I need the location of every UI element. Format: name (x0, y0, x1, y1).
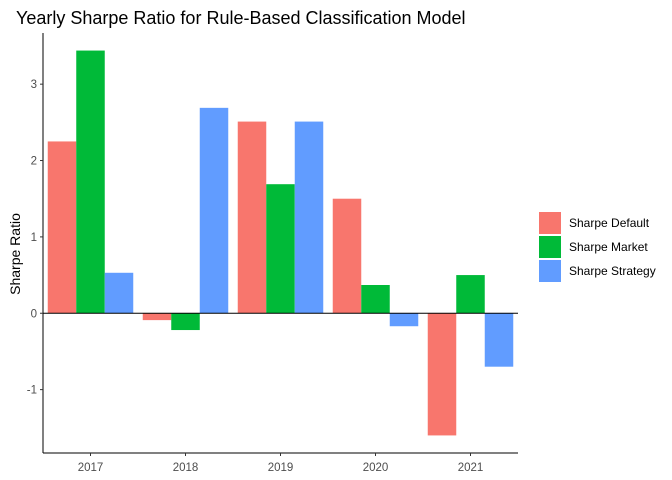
bar-sharpe-market-2021 (456, 275, 485, 314)
x-ticks-group: 2017 2018 2019 2020 2021 (78, 453, 484, 474)
bar-sharpe-market-2020 (361, 285, 390, 314)
bar-sharpe-strategy-2021 (484, 313, 514, 367)
y-tick-label: -1 (27, 385, 37, 397)
y-axis-label: Sharpe Ratio (7, 213, 23, 295)
y-tick-label: 1 (31, 232, 37, 244)
bar-sharpe-default-2019 (237, 121, 267, 314)
bar-sharpe-strategy-2020 (389, 313, 419, 327)
bar-sharpe-default-2021 (427, 313, 457, 436)
legend-swatch (539, 212, 561, 234)
x-tick-label: 2019 (268, 462, 294, 474)
y-ticks-group: -1 0 1 2 3 (27, 79, 43, 397)
bar-sharpe-default-2018 (142, 313, 172, 321)
bar-sharpe-default-2020 (332, 198, 362, 314)
bar-sharpe-strategy-2018 (199, 107, 229, 314)
x-tick-label: 2017 (78, 462, 104, 474)
x-tick-label: 2020 (363, 462, 389, 474)
x-tick-label: 2021 (458, 462, 484, 474)
bar-sharpe-strategy-2017 (104, 272, 134, 314)
legend-swatch (539, 236, 561, 258)
x-tick-label: 2018 (173, 462, 199, 474)
legend-label: Sharpe Strategy (569, 264, 656, 278)
legend-label: Sharpe Market (569, 240, 648, 254)
y-tick-label: 3 (31, 79, 37, 91)
bar-sharpe-market-2017 (76, 50, 105, 314)
legend: Sharpe Default Sharpe Market Sharpe Strate… (539, 212, 656, 282)
legend-label: Sharpe Default (569, 216, 650, 230)
bar-sharpe-market-2018 (171, 313, 200, 331)
chart-title: Yearly Sharpe Ratio for Rule-Based Class… (16, 8, 466, 28)
bar-sharpe-default-2017 (47, 141, 77, 314)
bars-group (47, 50, 514, 436)
y-tick-label: 2 (31, 156, 37, 168)
y-tick-label: 0 (31, 308, 37, 320)
legend-swatch (539, 260, 561, 282)
bar-sharpe-market-2019 (266, 184, 295, 314)
bar-sharpe-strategy-2019 (294, 121, 324, 314)
